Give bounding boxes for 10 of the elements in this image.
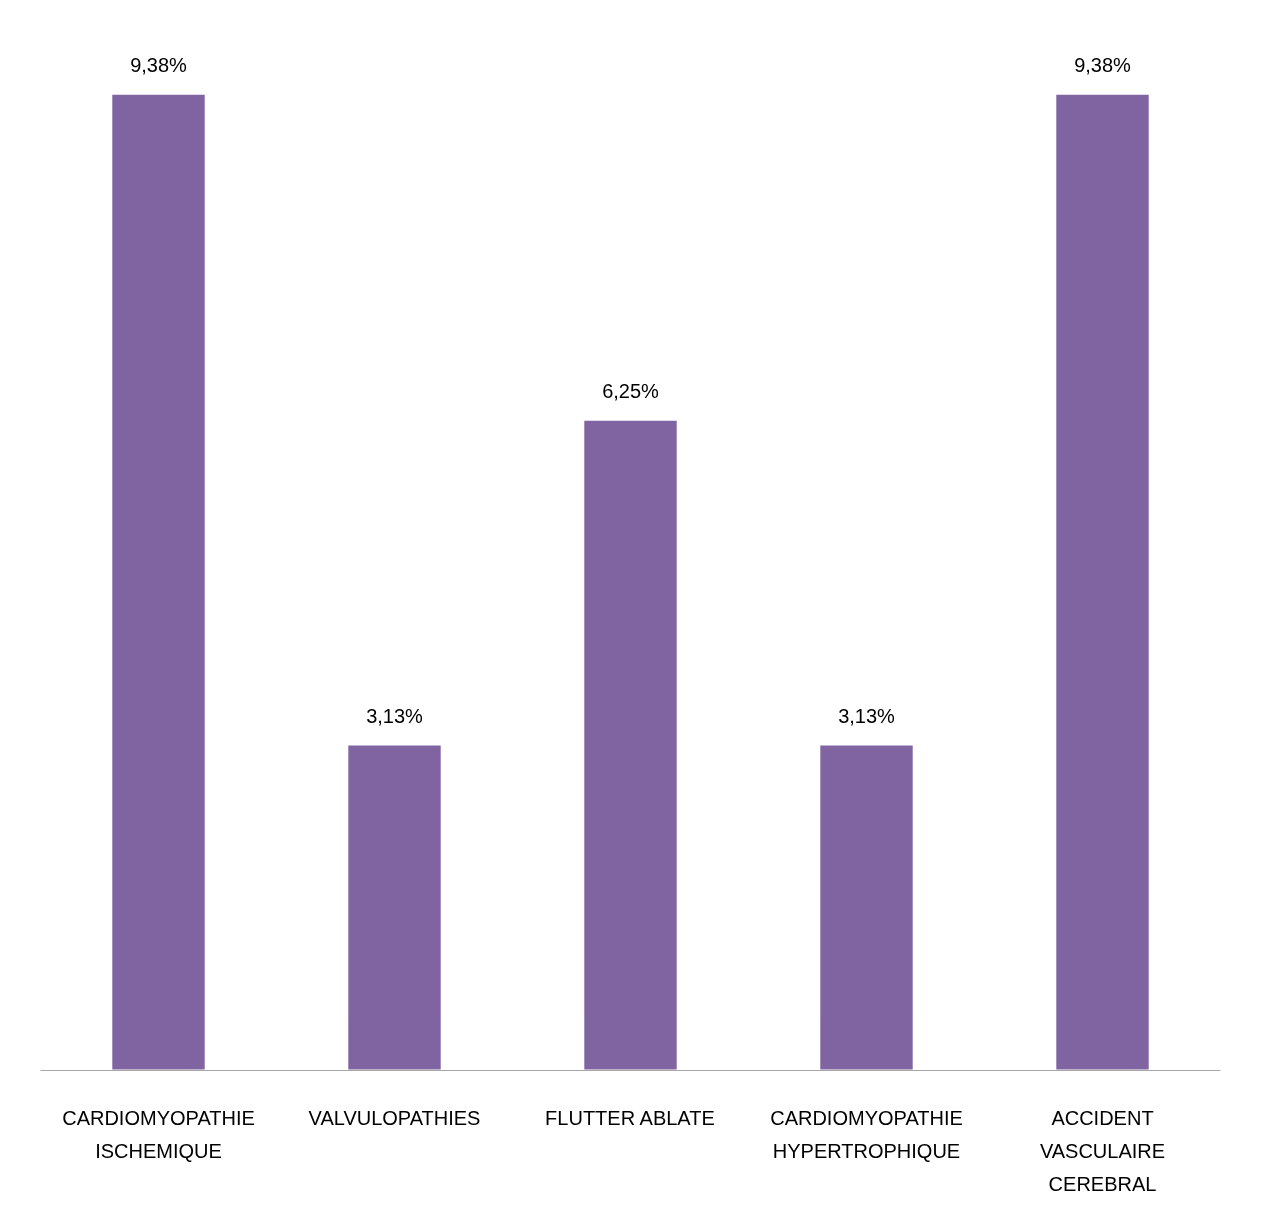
x-tick-label: CARDIOMYOPATHIE ISCHEMIQUE bbox=[62, 1106, 255, 1162]
x-tick-label: ACCIDENT VASCULAIRE CEREBRAL bbox=[1039, 1106, 1166, 1195]
data-label: 9,38% bbox=[1074, 53, 1132, 76]
data-label: 9,38% bbox=[130, 53, 188, 76]
data-label: 3,13% bbox=[838, 704, 896, 727]
x-tick-label: CARDIOMYOPATHIE HYPERTROPHIQUE bbox=[770, 1106, 963, 1162]
data-label: 6,25% bbox=[602, 379, 660, 402]
x-tick-label: VALVULOPATHIES bbox=[308, 1106, 481, 1129]
data-label: 3,13% bbox=[366, 704, 424, 727]
x-tick-label: FLUTTER ABLATE bbox=[545, 1106, 715, 1129]
